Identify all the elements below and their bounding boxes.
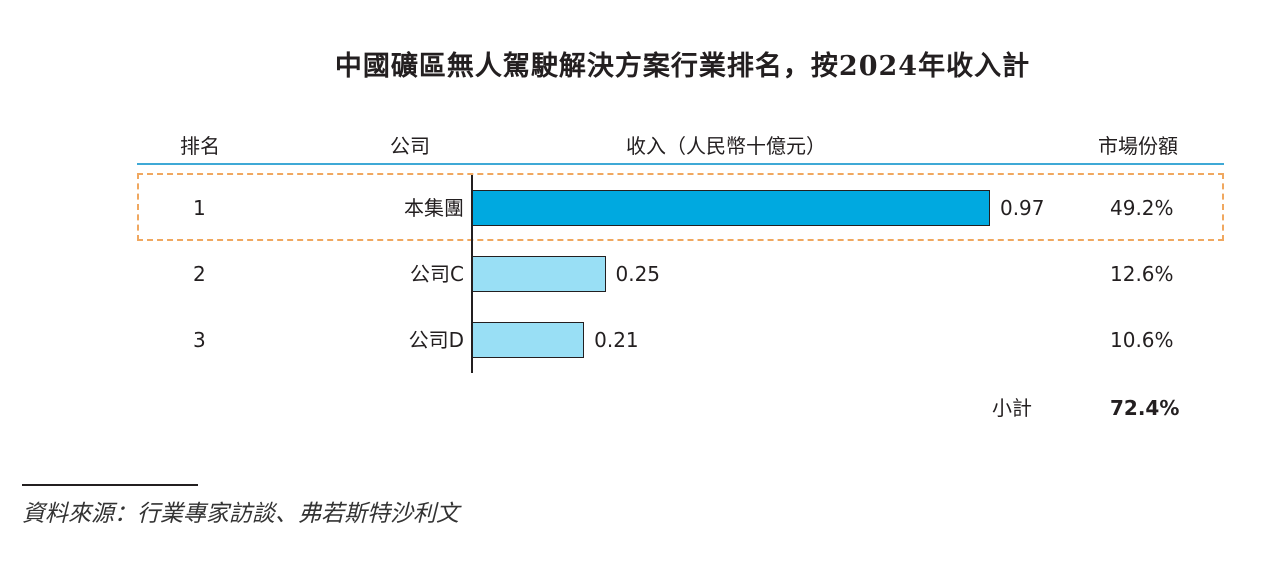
highlight-box bbox=[137, 173, 1224, 241]
bar bbox=[472, 190, 990, 226]
data-label: 0.97 bbox=[999, 196, 1045, 220]
rank-cell: 3 bbox=[193, 328, 206, 352]
bar bbox=[472, 322, 585, 358]
company-cell: 本集團 bbox=[404, 196, 464, 220]
header-rank: 排名 bbox=[180, 134, 220, 158]
company-cell: 公司C bbox=[410, 262, 464, 286]
share-cell: 10.6% bbox=[1110, 328, 1174, 352]
subtotal-label: 小計 bbox=[992, 396, 1032, 420]
bar bbox=[472, 256, 606, 292]
share-cell: 12.6% bbox=[1110, 262, 1174, 286]
source-rule bbox=[22, 484, 198, 486]
header-rule bbox=[137, 163, 1224, 165]
source-note: 資料來源：行業專家訪談、弗若斯特沙利文 bbox=[22, 501, 459, 527]
share-cell: 49.2% bbox=[1110, 196, 1174, 220]
header-company: 公司 bbox=[390, 134, 430, 158]
company-cell: 公司D bbox=[408, 328, 464, 352]
header-revenue: 收入（人民幣十億元） bbox=[626, 134, 826, 158]
header-share: 市場份額 bbox=[1098, 134, 1178, 158]
subtotal-value: 72.4% bbox=[1110, 396, 1180, 420]
rank-cell: 1 bbox=[193, 196, 206, 220]
data-label: 0.25 bbox=[615, 262, 661, 286]
rank-cell: 2 bbox=[193, 262, 206, 286]
axis-line bbox=[471, 175, 473, 373]
data-label: 0.21 bbox=[594, 328, 639, 352]
chart-title: 中國礦區無人駕駛解決方案行業排名，按2024年收入計 bbox=[334, 51, 1031, 82]
